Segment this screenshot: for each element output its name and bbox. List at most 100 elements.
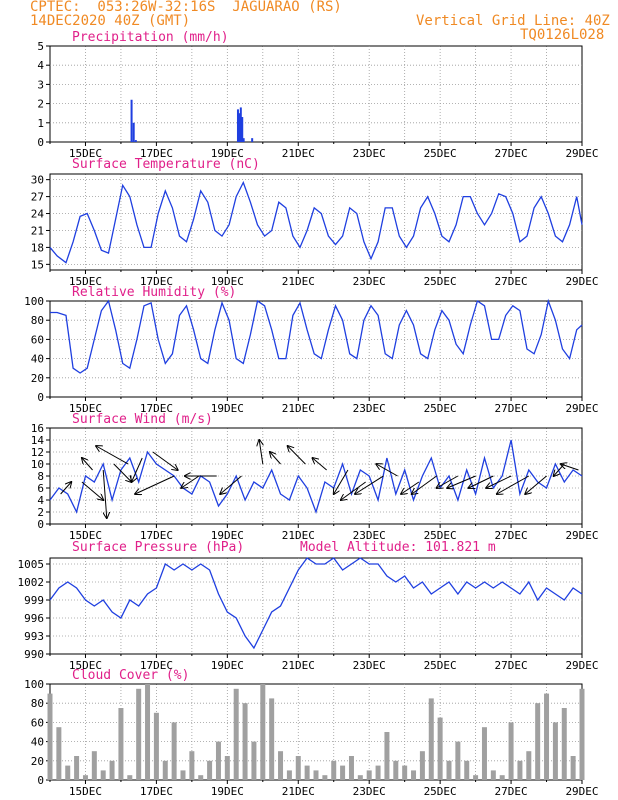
- series-line: [49, 557, 583, 650]
- data-bar: [171, 722, 177, 780]
- data-bar: [109, 760, 115, 780]
- data-bar: [366, 770, 372, 780]
- x-tick-label: 23DEC: [353, 659, 386, 672]
- x-tick-label: 29DEC: [565, 147, 598, 160]
- data-bar: [242, 138, 245, 142]
- x-tick-label: 25DEC: [424, 402, 457, 415]
- x-tick-label: 17DEC: [140, 147, 173, 160]
- x-tick-label: 27DEC: [495, 275, 528, 288]
- y-tick-label: 6: [37, 482, 44, 495]
- data-bar: [82, 775, 88, 780]
- x-tick-label: 21DEC: [282, 147, 315, 160]
- wind-arrow: [96, 446, 129, 465]
- data-bar: [455, 741, 461, 780]
- wind-arrow: [259, 440, 263, 465]
- data-bar: [402, 765, 408, 780]
- x-tick-label: 23DEC: [353, 147, 386, 160]
- y-tick-label: 1005: [18, 558, 45, 571]
- wind-arrow: [270, 452, 281, 465]
- data-bar: [481, 727, 487, 780]
- data-bar: [224, 756, 230, 780]
- y-tick-label: 60: [31, 333, 44, 346]
- header-right1: Vertical Grid Line: 40Z: [416, 13, 610, 29]
- y-tick-label: 20: [31, 755, 44, 768]
- data-bar: [127, 775, 133, 780]
- data-bar: [251, 138, 254, 142]
- panel-frame: [49, 300, 583, 398]
- y-tick-label: 16: [31, 422, 44, 435]
- data-bar: [304, 765, 310, 780]
- wind-arrow: [401, 481, 420, 494]
- wind-arrow: [152, 451, 178, 470]
- x-tick-label: 25DEC: [424, 147, 457, 160]
- data-bar: [242, 703, 248, 780]
- data-bar: [74, 756, 80, 780]
- wind-arrow: [412, 475, 437, 494]
- data-bar: [145, 684, 151, 780]
- y-tick-label: 8: [37, 470, 44, 483]
- data-bar: [56, 727, 62, 780]
- data-bar: [251, 741, 257, 780]
- panel-rh: 0 20 40 60 80 100 15DEC 17DEC 19DEC 21DEC 23DEC 25D…: [24, 285, 598, 415]
- x-tick-label: 19DEC: [211, 785, 244, 798]
- x-tick-label: 19DEC: [211, 147, 244, 160]
- x-tick-label: 25DEC: [424, 785, 457, 798]
- data-bar: [134, 140, 137, 142]
- wind-arrow: [341, 481, 366, 500]
- data-bar: [517, 760, 523, 780]
- panel-title: Relative Humidity (%): [72, 285, 236, 300]
- x-tick-label: 21DEC: [282, 529, 315, 542]
- y-tick-label: 60: [31, 716, 44, 729]
- y-tick-label: 80: [31, 314, 44, 327]
- y-tick-label: 1002: [18, 576, 45, 589]
- x-tick-label: 29DEC: [565, 529, 598, 542]
- data-bar: [260, 684, 266, 780]
- data-bar: [552, 722, 558, 780]
- x-tick-label: 29DEC: [565, 785, 598, 798]
- y-tick-label: 24: [31, 208, 45, 221]
- y-tick-label: 0: [37, 136, 44, 149]
- y-tick-label: 18: [31, 241, 44, 254]
- y-tick-label: 993: [24, 630, 44, 643]
- panel-title: Surface Wind (m/s): [72, 412, 213, 427]
- x-tick-label: 17DEC: [140, 529, 173, 542]
- wind-arrow: [82, 458, 93, 471]
- x-tick-label: 15DEC: [69, 785, 102, 798]
- data-bar: [579, 688, 585, 780]
- x-tick-label: 29DEC: [565, 275, 598, 288]
- wind-arrow: [447, 475, 476, 488]
- y-tick-label: 21: [31, 224, 44, 237]
- y-tick-label: 15: [31, 258, 44, 271]
- x-tick-label: 23DEC: [353, 402, 386, 415]
- y-tick-label: 30: [31, 174, 44, 187]
- data-bar: [236, 109, 239, 142]
- data-bar: [189, 751, 195, 780]
- y-tick-label: 999: [24, 594, 44, 607]
- wind-arrow: [497, 475, 530, 494]
- panel-title: Cloud Cover (%): [72, 668, 189, 683]
- data-bar: [278, 751, 284, 780]
- x-tick-label: 19DEC: [211, 659, 244, 672]
- y-tick-label: 4: [37, 59, 44, 72]
- data-bar: [490, 770, 496, 780]
- y-tick-label: 80: [31, 697, 44, 710]
- y-tick-label: 100: [24, 295, 44, 308]
- header-line2: 14DEC2020 40Z (GMT): [30, 13, 191, 29]
- x-tick-label: 21DEC: [282, 659, 315, 672]
- y-tick-label: 990: [24, 648, 44, 661]
- panel-title: Surface Pressure (hPa): [72, 540, 244, 555]
- panel-title: Surface Temperature (nC): [72, 157, 260, 172]
- data-bar: [375, 765, 381, 780]
- x-tick-label: 15DEC: [69, 147, 102, 160]
- data-bar: [180, 770, 186, 780]
- data-bar: [535, 703, 541, 780]
- y-tick-label: 12: [31, 446, 44, 459]
- x-tick-label: 25DEC: [424, 529, 457, 542]
- y-tick-label: 20: [31, 372, 44, 385]
- y-tick-label: 3: [37, 78, 44, 91]
- x-tick-label: 17DEC: [140, 402, 173, 415]
- panel-cloud: 0 20 40 60 80 100 15DEC 17DEC 19DEC 21DEC 23DEC 25D…: [24, 668, 598, 798]
- wind-arrow: [486, 475, 512, 488]
- x-tick-label: 15DEC: [69, 275, 102, 288]
- wind-arrow: [334, 469, 349, 494]
